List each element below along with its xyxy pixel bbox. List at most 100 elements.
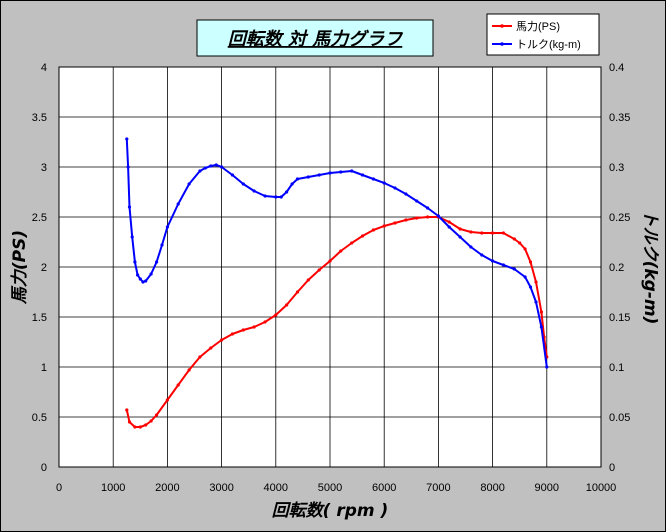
- x-tick-label: 9000: [535, 482, 559, 494]
- y2-axis-title: トルク(kg-m): [640, 210, 660, 325]
- x-tick-label: 0: [56, 482, 62, 494]
- data-point-0: [306, 278, 310, 282]
- data-point-0: [165, 398, 169, 402]
- data-point-1: [209, 164, 213, 168]
- data-point-0: [360, 234, 365, 238]
- data-point-1: [458, 235, 462, 239]
- data-point-1: [176, 202, 180, 206]
- y-tick-label: 1: [41, 362, 47, 374]
- data-point-1: [306, 175, 310, 179]
- data-point-1: [512, 267, 516, 271]
- data-point-0: [480, 231, 484, 235]
- data-point-1: [165, 225, 169, 229]
- data-point-0: [187, 368, 191, 372]
- data-point-1: [214, 163, 218, 167]
- x-tick-label: 7000: [426, 482, 450, 494]
- data-point-0: [512, 237, 516, 241]
- data-point-1: [252, 189, 256, 193]
- data-point-1: [339, 170, 343, 174]
- data-point-1: [382, 181, 386, 185]
- data-point-1: [328, 171, 332, 175]
- data-point-0: [176, 383, 180, 387]
- data-point-0: [528, 260, 533, 264]
- data-point-1: [127, 205, 132, 209]
- y-tick-label: 3.5: [32, 112, 47, 124]
- x-tick-label: 1000: [101, 482, 125, 494]
- data-point-1: [274, 195, 278, 199]
- x-tick-label: 3000: [209, 482, 233, 494]
- data-point-0: [393, 221, 397, 225]
- data-point-0: [274, 313, 278, 317]
- y-tick-label: 2.5: [32, 212, 47, 224]
- legend-box: [486, 13, 600, 56]
- y-tick-label: 1.5: [32, 312, 47, 324]
- data-point-1: [198, 169, 202, 173]
- data-point-1: [141, 280, 145, 284]
- data-point-1: [469, 245, 473, 249]
- legend-marker-horsepower: [500, 24, 504, 28]
- data-point-0: [144, 423, 148, 427]
- data-point-1: [290, 182, 294, 186]
- y-tick-label: 3: [41, 162, 47, 174]
- data-point-0: [382, 224, 386, 228]
- x-tick-label: 10000: [586, 482, 617, 494]
- data-point-0: [371, 228, 375, 232]
- series-layer: [125, 137, 549, 429]
- y2-tick-label: 0.15: [609, 312, 630, 324]
- x-tick-label: 4000: [264, 482, 288, 494]
- data-point-1: [149, 272, 153, 276]
- data-point-0: [426, 215, 430, 219]
- legend-label-torque: トルク(kg-m): [516, 38, 581, 51]
- data-point-1: [133, 260, 137, 264]
- data-point-0: [350, 241, 354, 245]
- data-point-0: [263, 320, 267, 324]
- data-point-1: [523, 275, 527, 279]
- y-axis-title: 馬力(PS): [10, 230, 30, 305]
- data-point-1: [220, 165, 224, 169]
- y-tick-label: 2: [41, 262, 47, 274]
- data-point-1: [155, 260, 159, 264]
- data-point-0: [198, 355, 202, 359]
- data-point-0: [209, 346, 213, 350]
- y-tick-label: 0: [41, 462, 47, 474]
- data-point-1: [415, 199, 419, 203]
- data-point-1: [393, 186, 397, 190]
- data-point-0: [295, 290, 300, 294]
- data-point-0: [285, 303, 289, 307]
- y-tick-label: 0.5: [32, 412, 47, 424]
- data-point-1: [136, 273, 140, 277]
- data-point-1: [230, 173, 234, 177]
- data-point-1: [447, 225, 451, 229]
- y2-tick-label: 0.1: [609, 362, 624, 374]
- data-point-0: [230, 332, 234, 336]
- data-point-1: [187, 182, 191, 186]
- data-point-1: [130, 235, 134, 239]
- data-point-0: [241, 328, 245, 332]
- title-box: [196, 19, 434, 57]
- legend-label-horsepower: 馬力(PS): [516, 20, 560, 33]
- x-tick-label: 5000: [318, 482, 342, 494]
- y2-tick-label: 0.3: [609, 162, 624, 174]
- data-point-1: [125, 137, 129, 141]
- data-point-0: [501, 231, 505, 235]
- y2-tick-label: 0.05: [609, 412, 630, 424]
- data-point-1: [360, 173, 365, 177]
- data-point-1: [317, 173, 321, 177]
- data-point-0: [491, 231, 495, 235]
- data-point-0: [155, 413, 159, 417]
- legend-marker-torque: [500, 42, 504, 46]
- data-point-1: [126, 165, 130, 169]
- data-point-0: [125, 408, 129, 412]
- data-point-0: [518, 241, 522, 245]
- data-point-1: [138, 277, 142, 281]
- y2-tick-label: 0.2: [609, 262, 624, 274]
- data-point-0: [534, 280, 538, 284]
- x-tick-label: 6000: [372, 482, 396, 494]
- y2-tick-label: 0: [609, 462, 615, 474]
- data-point-0: [149, 419, 153, 423]
- data-point-1: [144, 279, 148, 283]
- data-point-1: [203, 166, 207, 170]
- y2-tick-label: 0.4: [609, 62, 624, 74]
- data-point-1: [295, 177, 300, 181]
